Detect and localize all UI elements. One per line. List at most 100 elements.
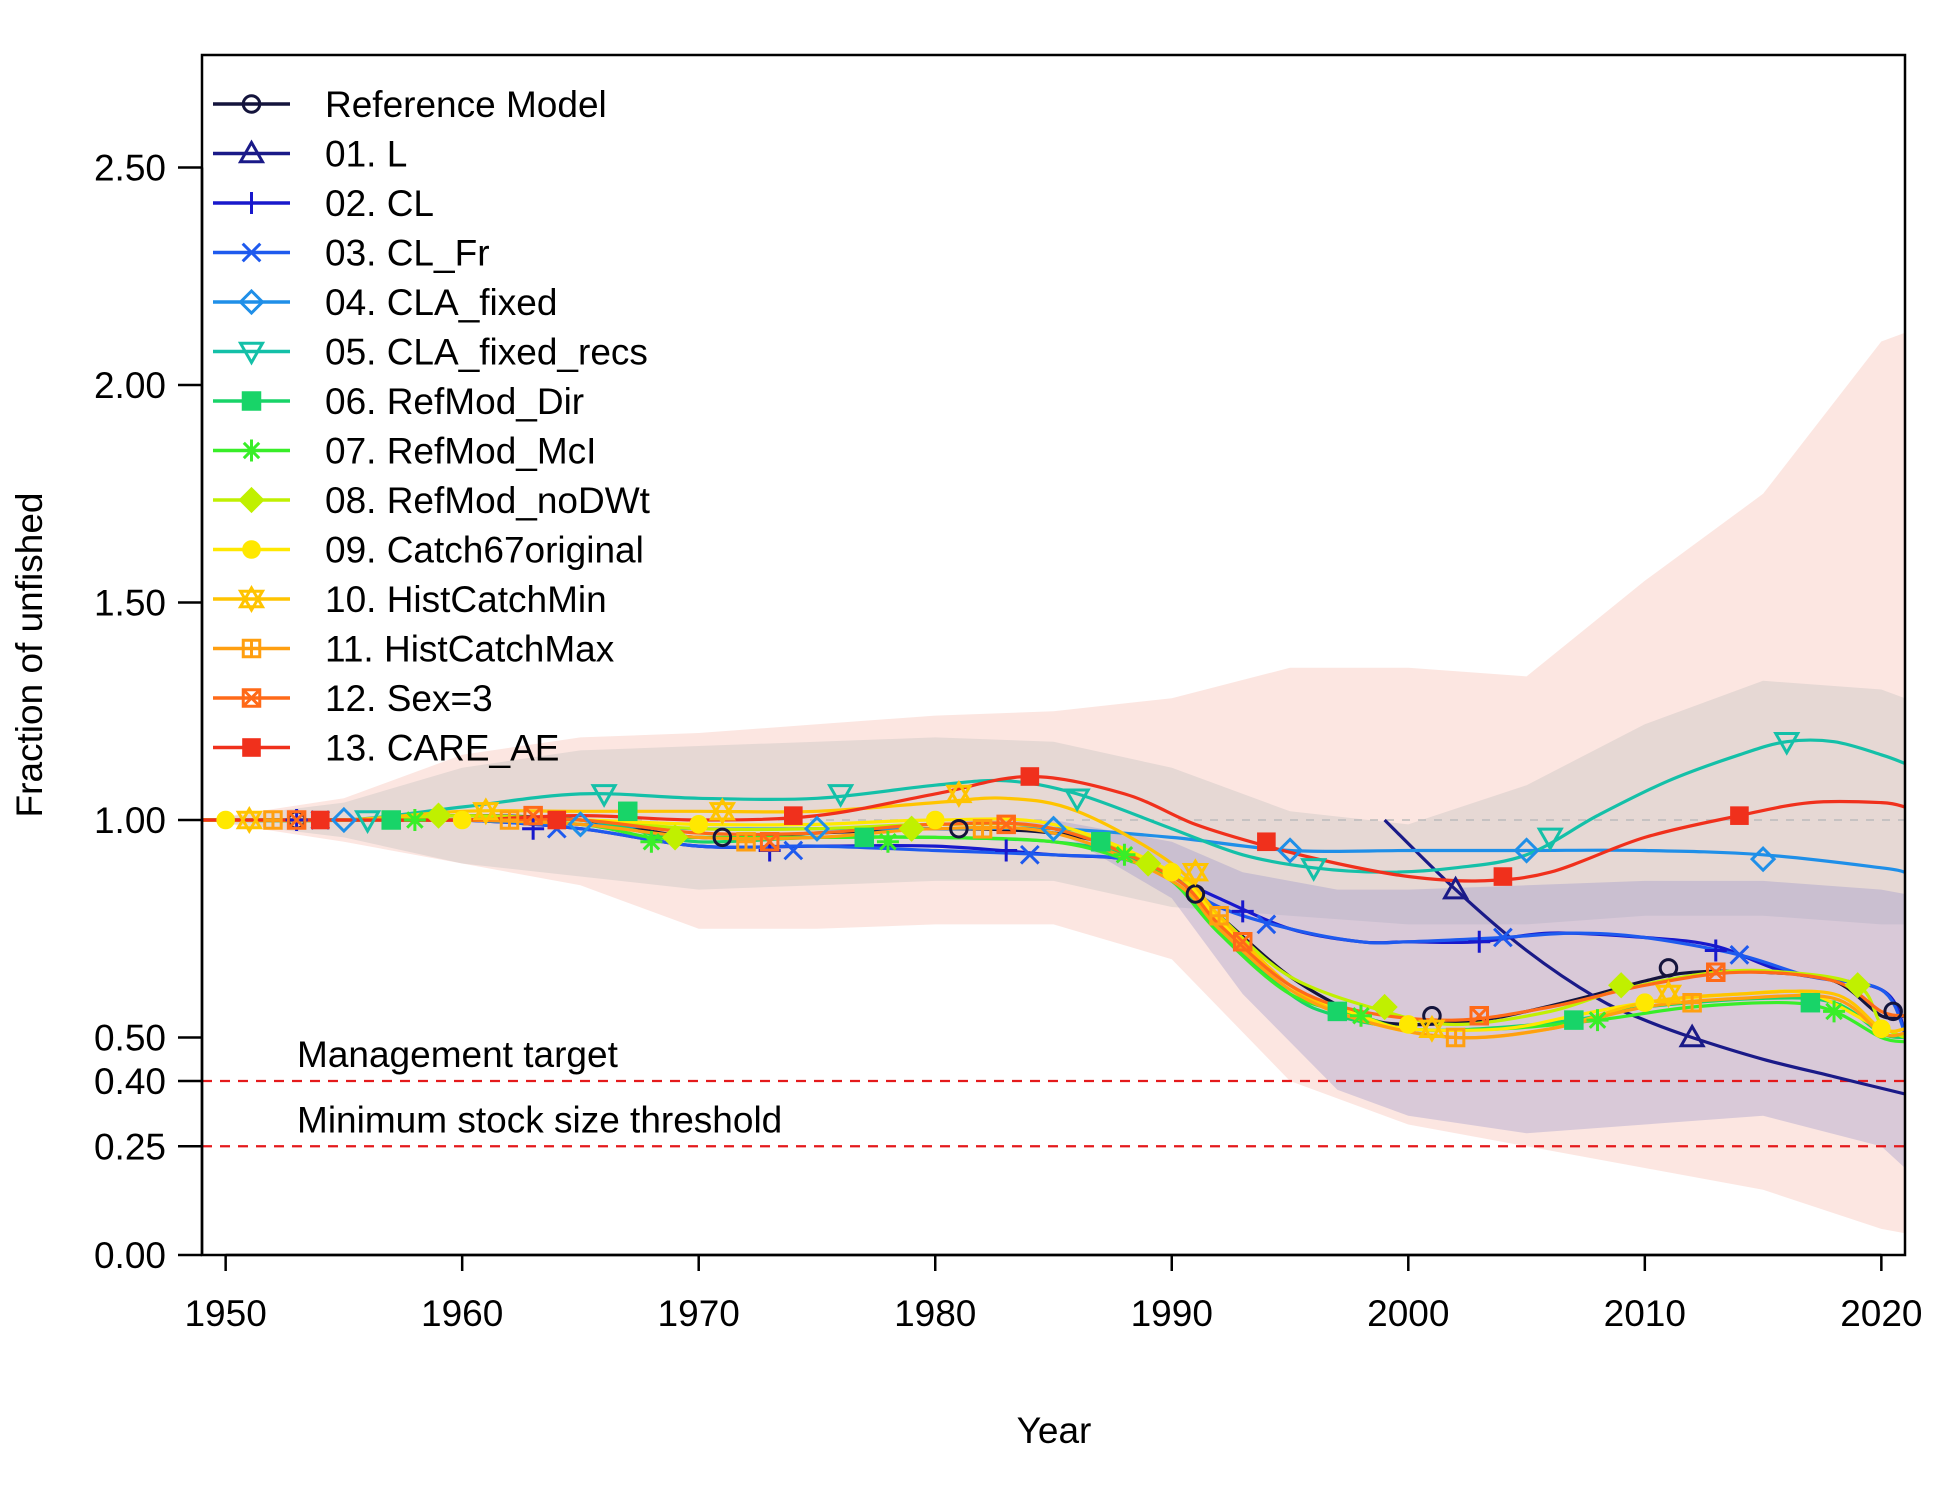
legend-marker — [237, 585, 266, 613]
series-12-point-1 — [263, 810, 283, 830]
series-10-marker — [925, 810, 945, 830]
series-14-marker — [310, 810, 330, 830]
series-13-marker — [996, 814, 1016, 835]
series-9-marker — [1615, 979, 1627, 991]
series-12-point-4 — [972, 818, 993, 839]
y-tick-label: 0.25 — [94, 1126, 166, 1167]
series-13-marker — [523, 805, 543, 826]
legend-item: 12. Sex=3 — [213, 678, 493, 719]
x-tick-label: 1970 — [658, 1293, 740, 1334]
series-10-point-7 — [1635, 993, 1655, 1013]
series-10-point-6 — [1398, 1015, 1418, 1034]
series-8-point-1 — [403, 809, 426, 831]
series-7-point-4 — [1091, 832, 1111, 852]
series-6-point-1 — [353, 810, 382, 835]
series-10-marker — [216, 810, 235, 830]
legend-marker — [241, 638, 262, 659]
series-14-marker — [547, 810, 567, 830]
series-9-point-4 — [1134, 850, 1162, 877]
series-5-marker — [1513, 837, 1540, 864]
series-12-marker — [1682, 992, 1702, 1013]
series-5-marker — [803, 815, 831, 842]
series-3-marker — [522, 817, 545, 840]
series-6-point-7 — [1773, 731, 1801, 756]
series-13-point-6 — [1469, 1006, 1489, 1026]
y-axis-label: Fraction of unfished — [9, 493, 50, 818]
series-11-marker — [945, 779, 973, 808]
x-tick-label: 1960 — [421, 1293, 503, 1334]
series-9-point-7 — [1844, 972, 1871, 999]
series-11-point-2 — [472, 797, 500, 826]
legend-item: 04. CLA_fixed — [213, 282, 557, 323]
legend-label: 11. HistCatchMax — [325, 629, 615, 670]
series-11-marker — [472, 797, 500, 826]
series-3-marker — [1231, 900, 1254, 923]
series-2-marker — [1678, 1023, 1706, 1048]
legend-item: 03. CL_Fr — [213, 233, 490, 274]
legend-marker — [238, 288, 265, 316]
x-axis: 1950 1960 1970 1980 1990 2000 2010 2020 — [184, 1253, 1923, 1334]
series-13-marker — [759, 832, 780, 852]
legend-marker — [242, 738, 261, 757]
series-14-point-6 — [1493, 867, 1513, 886]
legend-label: 01. L — [325, 134, 407, 175]
series-13-point-3 — [759, 832, 780, 852]
series-8-marker — [1586, 1009, 1609, 1032]
series-13-marker — [1706, 962, 1726, 982]
series-4-point-5 — [1256, 914, 1277, 935]
series-1-marker — [949, 818, 969, 839]
series-4-point-4 — [1019, 844, 1040, 865]
legend-item: 08. RefMod_noDWt — [213, 480, 651, 521]
y-tick-label: 1.50 — [94, 583, 166, 624]
legend-item: 10. HistCatchMin — [213, 579, 607, 620]
legend-item: 09. Catch67original — [213, 530, 644, 571]
series-9-marker — [906, 823, 918, 835]
series-9-marker — [1142, 858, 1154, 869]
series-4-marker — [1019, 844, 1040, 865]
series-8-marker — [640, 830, 663, 853]
y-tick-label: 1.00 — [94, 800, 166, 841]
legend-item: 05. CLA_fixed_recs — [213, 332, 648, 373]
series-3-marker — [1468, 930, 1491, 953]
legend-label: 12. Sex=3 — [325, 678, 493, 719]
series-7-marker — [1564, 1010, 1584, 1030]
series-4-marker — [783, 840, 804, 861]
series-9-marker — [1852, 979, 1864, 991]
legend-item: 06. RefMod_Dir — [213, 381, 584, 422]
series-1-marker — [712, 827, 733, 848]
y-tick-label: 0.00 — [94, 1235, 166, 1276]
series-4-marker — [1493, 927, 1513, 948]
series-13-marker — [1232, 932, 1253, 952]
series-3-marker — [1704, 939, 1727, 962]
series-12-marker — [972, 818, 993, 839]
series-6-marker — [827, 784, 855, 808]
series-12-marker — [736, 832, 756, 852]
series-7-point-1 — [381, 810, 401, 830]
series-3-point-5 — [1231, 900, 1254, 923]
series-8-marker — [403, 809, 426, 831]
series-5-point-3 — [803, 815, 831, 842]
legend-marker — [242, 540, 261, 559]
series-11-point-1 — [235, 806, 263, 834]
legend-label: 06. RefMod_Dir — [325, 381, 584, 422]
series-6-point-2 — [590, 784, 618, 808]
x-tick-label: 1990 — [1131, 1293, 1213, 1334]
x-tick-label: 1980 — [894, 1293, 976, 1334]
series-14-marker — [1020, 767, 1040, 786]
series-11-marker — [1418, 1014, 1446, 1043]
legend: Reference Model 01. L 02. CL 03. CL_Fr 04. C… — [213, 84, 651, 769]
y-tick-label: 0.40 — [94, 1061, 166, 1102]
legend-item: 07. RefMod_McI — [213, 431, 596, 472]
series-8-point-5 — [1349, 1004, 1372, 1027]
legend-label: 13. CARE_AE — [325, 728, 559, 769]
x-tick-label: 2020 — [1840, 1293, 1922, 1334]
series-5-marker — [1040, 815, 1067, 842]
series-4-marker — [1256, 914, 1277, 935]
series-14-marker — [1493, 867, 1513, 886]
series-4-marker — [1729, 944, 1750, 965]
series-13-point-2 — [523, 805, 543, 826]
series-14-marker — [784, 806, 803, 825]
series-2-marker — [1442, 875, 1470, 900]
series-11-point-7 — [1654, 980, 1683, 1008]
